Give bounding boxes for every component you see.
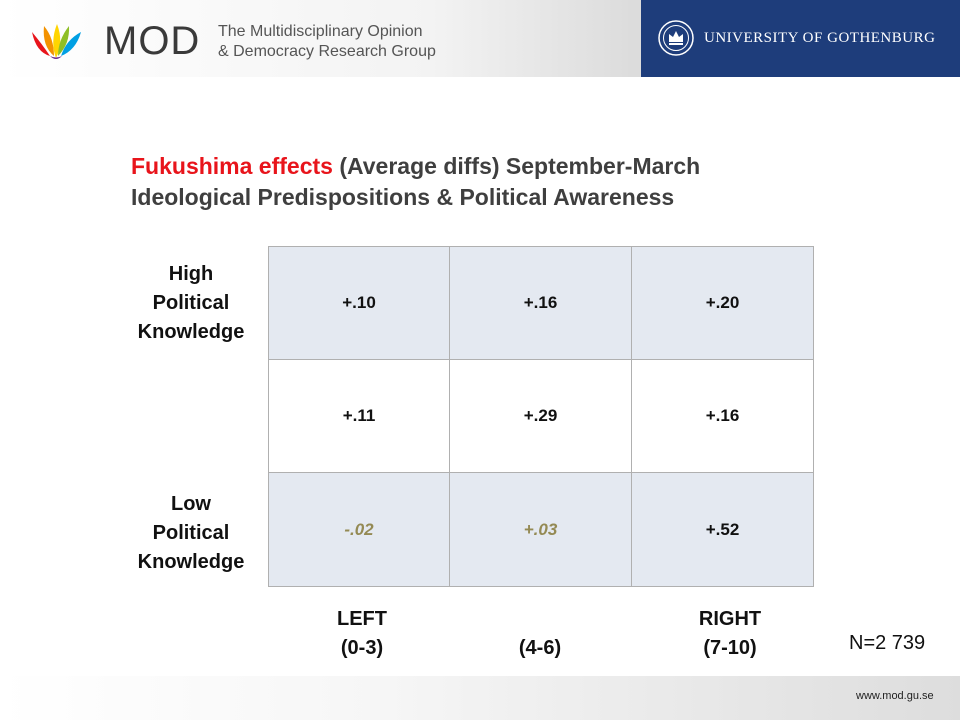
title-line-1: Fukushima effects (Average diffs) Septem… xyxy=(131,151,700,182)
table-cell: +.11 xyxy=(268,360,450,473)
university-seal-icon xyxy=(658,20,694,56)
table-cell: -.02 xyxy=(268,473,450,587)
row-label-high-line: Knowledge xyxy=(137,321,245,343)
mod-subtitle-line-2: & Democracy Research Group xyxy=(218,43,436,60)
sample-size-label: N=2 739 xyxy=(849,632,926,654)
column-label-left: LEFT (0-3) xyxy=(322,605,402,663)
row-label-high: High Political Knowledge xyxy=(120,260,262,347)
row-label-low: Low Political Knowledge xyxy=(120,490,262,577)
university-name: UNIVERSITY OF GOTHENBURG xyxy=(704,30,936,46)
table-cell: +.10 xyxy=(268,246,450,360)
footer-band xyxy=(0,676,960,720)
column-label-right-line: RIGHT xyxy=(698,608,762,630)
table-cell: +.16 xyxy=(450,246,632,360)
mod-wordmark: MOD xyxy=(104,19,201,63)
row-label-low-line: Knowledge xyxy=(137,551,245,573)
university-banner xyxy=(641,0,960,77)
table-cell: +.52 xyxy=(632,473,814,587)
table-cell: +.20 xyxy=(632,246,814,360)
column-label-right: RIGHT (7-10) xyxy=(680,605,780,663)
title-highlight: Fukushima effects xyxy=(131,153,333,179)
row-label-low-line: Political xyxy=(152,522,230,544)
column-label-left-line: (0-3) xyxy=(340,637,384,659)
row-label-low-line: Low xyxy=(171,493,211,515)
title-line-1-rest: (Average diffs) September-March xyxy=(332,153,701,179)
column-label-left-line: LEFT xyxy=(337,608,387,630)
mod-flower-logo-icon xyxy=(32,24,81,59)
mod-subtitle-line-1: The Multidisciplinary Opinion xyxy=(218,23,423,40)
column-label-right-line: (7-10) xyxy=(703,637,757,659)
footer-url: www.mod.gu.se xyxy=(856,690,934,702)
mod-subtitle: The Multidisciplinary Opinion & Democrac… xyxy=(218,22,436,62)
header-banner: MOD The Multidisciplinary Opinion & Demo… xyxy=(0,0,960,77)
effects-table: +.10 +.16 +.20 +.11 +.29 +.16 -.02 +.03 … xyxy=(268,246,814,587)
table-cell: +.03 xyxy=(450,473,632,587)
table-cell: +.16 xyxy=(632,360,814,473)
column-label-middle: (4-6) xyxy=(518,637,562,659)
slide-title: Fukushima effects (Average diffs) Septem… xyxy=(131,151,700,213)
row-label-high-line: Political xyxy=(152,292,230,314)
row-label-high-line: High xyxy=(168,263,214,285)
table-cell: +.29 xyxy=(450,360,632,473)
title-line-2: Ideological Predispositions & Political … xyxy=(131,184,675,210)
